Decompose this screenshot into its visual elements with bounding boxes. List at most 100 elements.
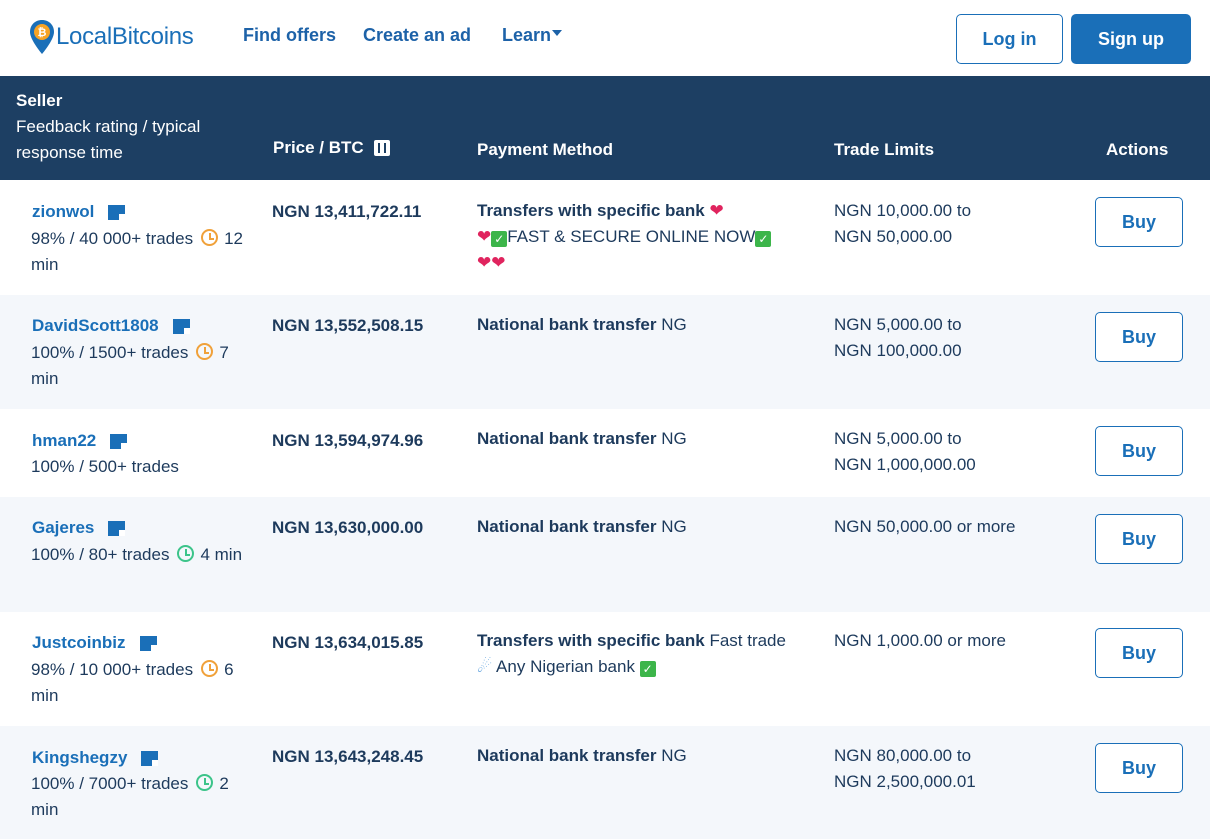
feedback-rating: 100% / 500+ trades (31, 457, 179, 476)
feedback-rating: 98% / 40 000+ trades (31, 229, 194, 248)
buy-button[interactable]: Buy (1095, 312, 1183, 362)
note-icon (172, 318, 190, 334)
header-payment-method: Payment Method (477, 140, 614, 159)
seller-link[interactable]: Gajeres (32, 518, 126, 538)
buy-button[interactable]: Buy (1095, 426, 1183, 476)
payment-method: Transfers with specific bank ❤ ❤ ✓ FAST & … (477, 198, 807, 276)
header-price[interactable]: Price / BTC (273, 138, 390, 158)
table-row: zionwol 98% / 40 000+ trades 12 min NGN 1… (0, 180, 1210, 295)
limit-max: NGN 1,000,000.00 (834, 455, 976, 474)
offers-table-header: Seller Feedback rating / typical respons… (0, 76, 1210, 180)
limit-min: NGN 5,000.00 to (834, 429, 962, 448)
table-row: DavidScott1808 100% / 1500+ trades 7 min … (0, 295, 1210, 409)
note-icon (108, 204, 126, 220)
payment-method: National bank transfer NG (477, 426, 807, 452)
heart-icon: ❤ (709, 201, 724, 220)
logo-pin-icon: ₿ (30, 20, 54, 54)
signup-button[interactable]: Sign up (1071, 14, 1191, 64)
logo-text: LocalBitcoins (56, 23, 194, 50)
response-time: 6 min (31, 660, 234, 705)
trade-limits: NGN 5,000.00 to NGN 100,000.00 (834, 312, 1074, 364)
top-navbar: ₿ LocalBitcoins Find offers Create an ad… (0, 0, 1210, 76)
seller-stats: 100% / 7000+ trades 2 min (31, 771, 256, 823)
payment-method-name: National bank transfer (477, 429, 657, 448)
table-row: Gajeres 100% / 80+ trades 4 min NGN 13,63… (0, 497, 1210, 612)
payment-note-2: Any Nigerian bank (496, 657, 635, 676)
payment-method-name: Transfers with specific bank (477, 201, 705, 220)
clock-icon (196, 343, 214, 360)
trade-limits: NGN 50,000.00 or more (834, 514, 1074, 540)
response-time: 12 min (31, 229, 244, 274)
payment-note: NG (661, 746, 687, 765)
nav-create-ad[interactable]: Create an ad (363, 25, 472, 45)
table-row: hman22 100% / 500+ trades NGN 13,594,974… (0, 409, 1210, 497)
payment-method: National bank transfer NG (477, 743, 807, 769)
limit-min: NGN 10,000.00 to (834, 201, 972, 220)
feedback-rating: 98% / 10 000+ trades (31, 660, 194, 679)
seller-link[interactable]: zionwol (32, 202, 126, 222)
limit-min: NGN 80,000.00 to (834, 746, 972, 765)
buy-button[interactable]: Buy (1095, 628, 1183, 678)
svg-text:₿: ₿ (38, 27, 47, 39)
caret-down-icon (552, 30, 563, 37)
price: NGN 13,643,248.45 (272, 747, 424, 766)
check-icon: ✓ (639, 661, 656, 677)
nav-learn-dropdown[interactable]: Learn (502, 25, 563, 46)
seller-name: hman22 (32, 431, 97, 450)
seller-link[interactable]: Kingshegzy (32, 748, 159, 768)
note-icon (139, 635, 157, 651)
clock-icon (201, 229, 219, 246)
response-time: 4 min (200, 545, 243, 564)
limit-max: NGN 50,000.00 (834, 227, 953, 246)
clock-icon (201, 660, 219, 677)
payment-method-name: Transfers with specific bank (477, 631, 705, 650)
payment-note: NG (661, 315, 687, 334)
sort-icon[interactable] (373, 140, 390, 156)
payment-note: Fast trade (709, 631, 786, 650)
limit-max: NGN 2,500,000.01 (834, 772, 976, 791)
seller-link[interactable]: hman22 (32, 431, 128, 451)
header-price-label: Price / BTC (273, 138, 364, 157)
table-row: Kingshegzy 100% / 7000+ trades 2 min NGN … (0, 726, 1210, 839)
trade-limits: NGN 1,000.00 or more (834, 628, 1074, 654)
login-button[interactable]: Log in (956, 14, 1063, 64)
payment-note: NG (661, 429, 687, 448)
heart-icon: ❤❤ (477, 253, 506, 272)
header-trade-limits: Trade Limits (834, 140, 935, 159)
check-icon: ✓ (755, 231, 772, 247)
buy-button[interactable]: Buy (1095, 514, 1183, 564)
feedback-rating: 100% / 80+ trades (31, 545, 170, 564)
header-seller-sub: Feedback rating / typical response time (16, 117, 201, 162)
buy-button[interactable]: Buy (1095, 743, 1183, 793)
price: NGN 13,411,722.11 (272, 202, 422, 221)
price: NGN 13,552,508.15 (272, 316, 424, 335)
note-icon (110, 433, 128, 449)
payment-method-name: National bank transfer (477, 746, 657, 765)
price: NGN 13,630,000.00 (272, 518, 424, 537)
limit-min: NGN 5,000.00 to (834, 315, 962, 334)
trade-limits: NGN 80,000.00 to NGN 2,500,000.01 (834, 743, 1074, 795)
seller-link[interactable]: Justcoinbiz (32, 633, 157, 653)
comet-icon: ☄ (477, 657, 493, 676)
payment-method-name: National bank transfer (477, 517, 657, 536)
seller-name: zionwol (32, 202, 95, 221)
logo[interactable]: ₿ LocalBitcoins (30, 20, 194, 54)
clock-icon (196, 774, 214, 791)
seller-name: Justcoinbiz (32, 633, 126, 652)
buy-button[interactable]: Buy (1095, 197, 1183, 247)
note-icon (141, 750, 159, 766)
payment-note: NG (661, 517, 687, 536)
nav-find-offers[interactable]: Find offers (243, 25, 336, 45)
price: NGN 13,594,974.96 (272, 431, 424, 450)
payment-method: Transfers with specific bank Fast trade … (477, 628, 807, 680)
header-actions: Actions (1106, 140, 1169, 159)
feedback-rating: 100% / 1500+ trades (31, 343, 189, 362)
trade-limits: NGN 5,000.00 to NGN 1,000,000.00 (834, 426, 1074, 478)
seller-link[interactable]: DavidScott1808 (32, 316, 190, 336)
nav-learn-label: Learn (502, 25, 552, 45)
seller-stats: 100% / 80+ trades 4 min (31, 542, 256, 568)
payment-note: FAST & SECURE ONLINE NOW (507, 227, 756, 246)
table-row: Justcoinbiz 98% / 10 000+ trades 6 min NG… (0, 612, 1210, 726)
note-icon (108, 520, 126, 536)
price: NGN 13,634,015.85 (272, 633, 424, 652)
